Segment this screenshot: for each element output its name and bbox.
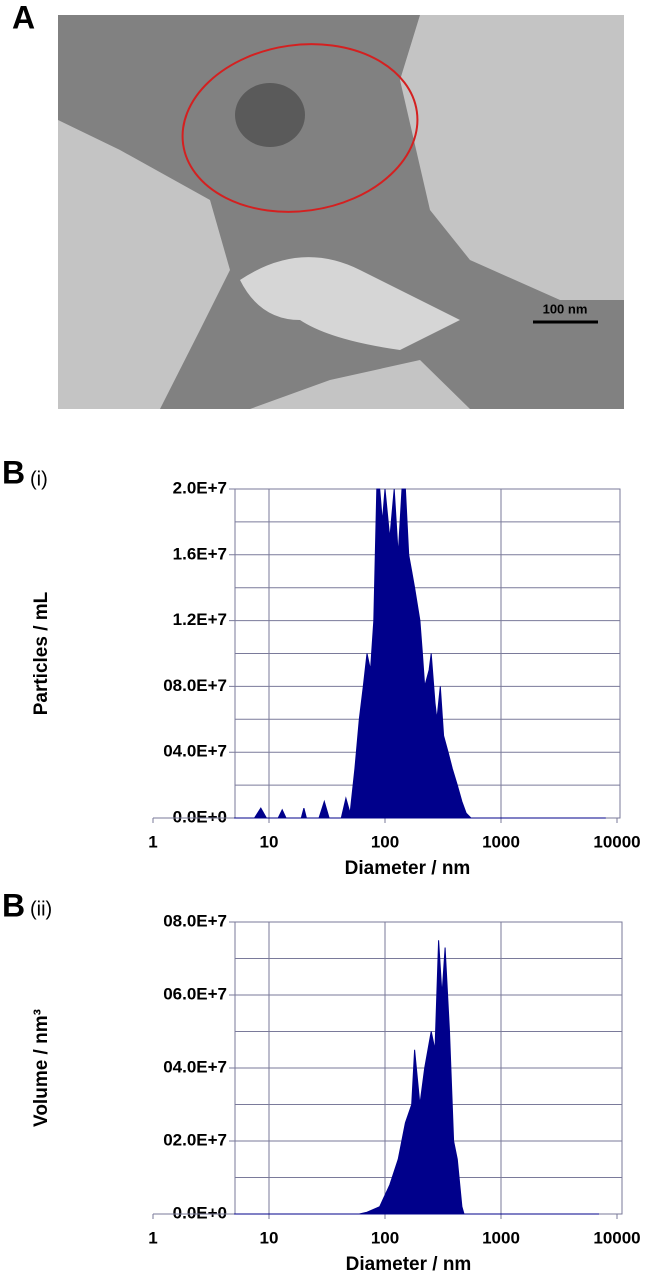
panel-sublabel: (i) (30, 468, 48, 490)
x-tick-label: 10 (260, 1228, 279, 1247)
x-axis-title: Diameter / nm (346, 1254, 472, 1275)
panel-label: A (12, 0, 35, 35)
x-tick-label: 100 (371, 1228, 399, 1247)
y-axis-title: Particles / mL (31, 591, 52, 715)
y-tick-label: 0.0E+0 (173, 1203, 227, 1222)
panel-sublabel: (ii) (30, 898, 52, 920)
y-tick-label: 08.0E+7 (163, 676, 227, 695)
x-tick-label: 1000 (482, 832, 520, 851)
x-tick-label: 1 (148, 832, 157, 851)
area (234, 940, 599, 1215)
y-tick-label: 0.0E+0 (173, 807, 227, 826)
area (234, 488, 606, 819)
x-axis-title: Diameter / nm (345, 858, 471, 879)
sample-region (58, 15, 624, 409)
panel-label: B (2, 887, 25, 923)
x-tick-label: 100 (371, 832, 399, 851)
y-tick-label: 08.0E+7 (163, 911, 227, 930)
x-tick-label: 1000 (482, 1228, 520, 1247)
y-tick-label: 2.0E+7 (173, 478, 227, 497)
x-tick-label: 10000 (593, 832, 640, 851)
y-axis-title: Volume / nm³ (31, 1009, 52, 1127)
x-tick-label: 1 (148, 1228, 157, 1247)
x-tick-label: 10 (260, 832, 279, 851)
y-tick-label: 1.6E+7 (173, 544, 227, 563)
x-tick-label: 10000 (593, 1228, 640, 1247)
micrograph: 100 nm (58, 15, 624, 409)
y-tick-label: 04.0E+7 (163, 742, 227, 761)
scale-label: 100 nm (543, 301, 588, 316)
panel-label: B (2, 454, 25, 490)
y-tick-label: 04.0E+7 (163, 1057, 227, 1076)
y-tick-label: 02.0E+7 (163, 1130, 227, 1149)
particle (235, 83, 305, 147)
highlight-circle (181, 43, 419, 213)
y-tick-label: 06.0E+7 (163, 984, 227, 1003)
clear-region (240, 257, 460, 350)
y-tick-label: 1.2E+7 (173, 610, 227, 629)
